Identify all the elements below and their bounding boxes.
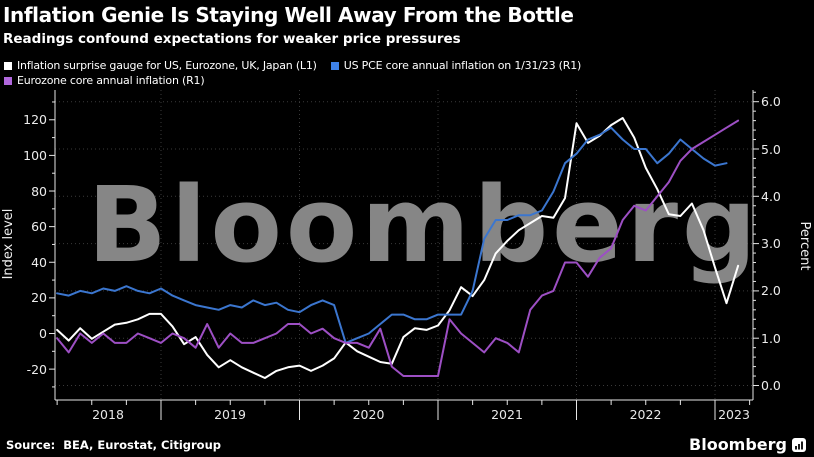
x-axis-year-label: 2020	[352, 407, 385, 422]
right-axis-tick-label: 4.0	[761, 188, 781, 204]
left-axis-tick-label: 80	[31, 183, 47, 199]
right-axis-tick-label: 5.0	[761, 141, 781, 157]
left-axis-tick-label: 20	[31, 290, 47, 306]
series-line-0	[56, 117, 740, 379]
left-axis-tick-label: 0	[39, 326, 47, 341]
legend-swatch-icon	[330, 61, 339, 70]
x-axis-year-label: 2019	[214, 407, 246, 422]
legend-item-2: Eurozone core annual inflation (R1)	[4, 74, 205, 87]
legend: Inflation surprise gauge for US, Eurozon…	[4, 59, 784, 87]
left-axis-tick-label: 100	[23, 147, 47, 163]
x-axis-year-label: 2022	[629, 407, 662, 422]
bar-chart-icon	[792, 437, 806, 452]
series-line-2	[56, 119, 740, 377]
chart-subtitle: Readings confound expectations for weake…	[3, 31, 461, 47]
x-axis-year-label: 2021	[491, 407, 523, 422]
right-axis-title: Percent	[797, 221, 812, 271]
right-axis-tick-label: 1.0	[761, 330, 781, 346]
left-axis-tick-label: -20	[26, 361, 47, 377]
right-axis-tick-label: 6.0	[761, 94, 781, 110]
legend-swatch-icon	[4, 76, 12, 85]
legend-item-0: Inflation surprise gauge for US, Eurozon…	[4, 59, 317, 72]
left-axis-tick-label: 40	[31, 254, 47, 270]
left-axis-tick-label: 60	[31, 219, 47, 235]
right-axis-tick-label: 3.0	[761, 236, 781, 252]
legend-label: Eurozone core annual inflation (R1)	[17, 74, 205, 87]
series-line-1	[56, 126, 728, 344]
right-axis-tick-label: 0.0	[761, 378, 781, 393]
chart-title: Inflation Genie Is Staying Well Away Fro…	[3, 3, 574, 27]
x-axis-year-label: 2023	[718, 407, 750, 422]
bloomberg-branding: Bloomberg	[689, 435, 806, 454]
legend-swatch-icon	[4, 61, 12, 70]
legend-label: Inflation surprise gauge for US, Eurozon…	[17, 59, 317, 72]
bloomberg-logo-text: Bloomberg	[689, 435, 787, 454]
legend-item-1: US PCE core annual inflation on 1/31/23 …	[330, 59, 582, 72]
right-axis-tick-label: 2.0	[761, 283, 781, 299]
left-axis-tick-label: 120	[23, 112, 47, 128]
x-axis-year-label: 2018	[92, 407, 124, 422]
source-note: Source: BEA, Eurostat, Citigroup	[6, 438, 222, 452]
bloomberg-watermark: Bloomberg	[88, 164, 761, 286]
left-axis-title: Index level	[1, 208, 16, 280]
legend-label: US PCE core annual inflation on 1/31/23 …	[343, 59, 582, 72]
